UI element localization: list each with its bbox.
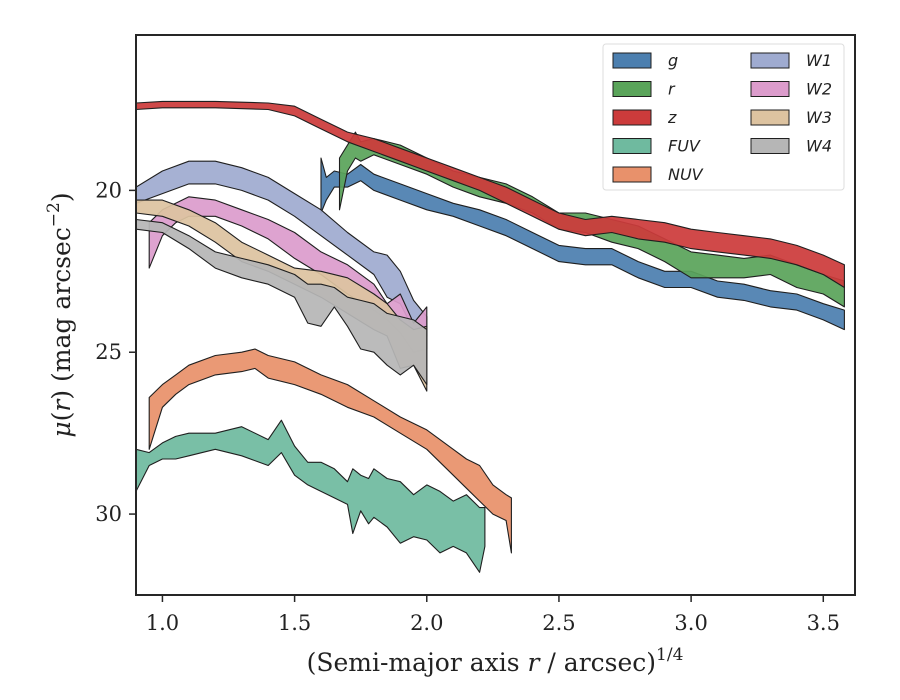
legend-label: r (668, 80, 676, 99)
legend-swatch (750, 52, 790, 69)
legend-label: W3 (806, 108, 832, 127)
legend-label: g (668, 51, 678, 70)
legend-label: FUV (668, 137, 701, 156)
y-tick-label: 20 (95, 178, 122, 202)
band-w4 (136, 218, 428, 386)
legend-item-g: g (612, 51, 678, 70)
x-axis-ticks: 1.0 1.5 2.0 2.5 3.0 3.5 (146, 595, 840, 635)
band-fuv (136, 419, 486, 573)
legend: grz FUV NUV W1 W2 W3 W4 (602, 43, 845, 191)
x-tick-label: 3.5 (807, 611, 840, 635)
legend-label: W1 (806, 51, 832, 70)
y-axis-ticks: 20 25 30 (95, 178, 136, 526)
legend-swatch (750, 109, 790, 126)
legend-item-w3: W3 (750, 108, 832, 127)
y-tick-label: 30 (95, 502, 122, 526)
legend-item-w4: W4 (750, 137, 832, 156)
legend-item-fuv: FUV (612, 137, 701, 156)
legend-item-w1: W1 (750, 51, 832, 70)
legend-item-nuv: NUV (612, 165, 704, 184)
x-tick-label: 3.0 (674, 611, 707, 635)
legend-swatch (612, 138, 652, 154)
legend-label: z (667, 108, 677, 127)
band-nuv (148, 348, 512, 554)
legend-swatch (612, 52, 652, 69)
legend-label: W4 (806, 137, 832, 156)
legend-label: NUV (668, 165, 704, 184)
band-g (320, 157, 845, 331)
band-w3 (136, 199, 428, 392)
series-bands (136, 100, 845, 573)
x-tick-label: 2.5 (542, 611, 575, 635)
x-tick-label: 1.0 (146, 611, 179, 635)
y-axis-title: μ(r) (mag arcsec−2) (44, 192, 76, 437)
y-tick-label: 25 (95, 340, 122, 364)
legend-swatch (612, 109, 652, 126)
legend-item-w2: W2 (750, 80, 832, 99)
legend-item-z: z (612, 108, 677, 127)
legend-swatch (750, 138, 790, 154)
band-z (136, 100, 845, 289)
legend-swatch (612, 166, 652, 183)
legend-item-r: r (612, 80, 676, 99)
legend-swatch (612, 81, 652, 97)
plot-frame (135, 34, 856, 596)
legend-swatch (750, 81, 790, 97)
x-axis-title: (Semi-major axis r / arcsec)1/4 (307, 645, 684, 677)
x-tick-label: 1.5 (278, 611, 311, 635)
x-tick-label: 2.0 (410, 611, 443, 635)
legend-label: W2 (806, 80, 832, 99)
